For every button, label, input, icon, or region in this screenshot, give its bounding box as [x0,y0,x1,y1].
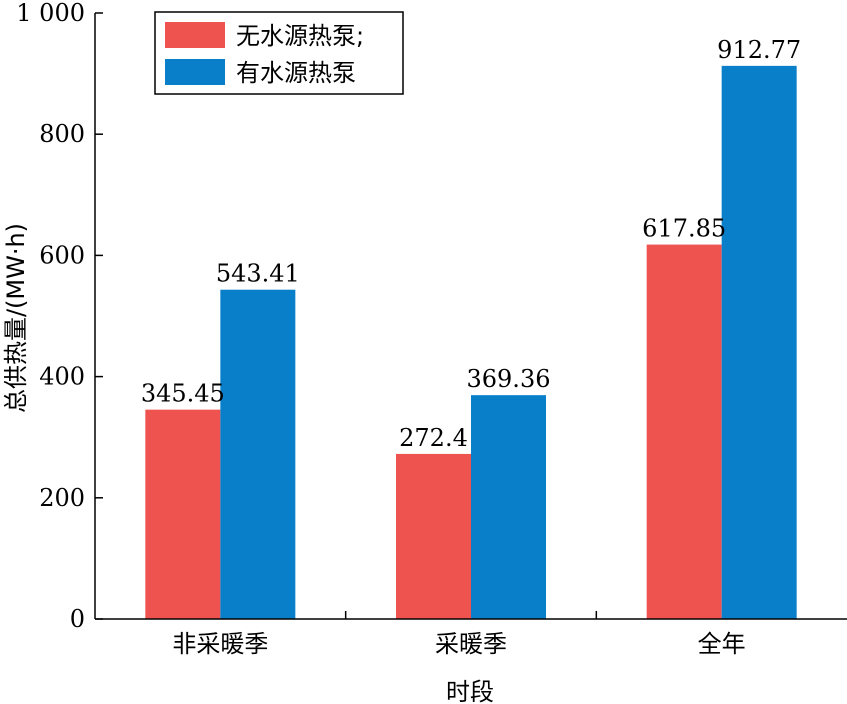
y-tick-label: 800 [39,120,85,148]
bar-with-2 [721,65,797,619]
value-labels: 345.45 543.41 272.4 369.36 617.85 912.77 [141,36,801,452]
x-ticks: 非采暖季 采暖季 全年 [172,611,746,658]
bar-with-1 [471,395,546,619]
bar-with-0 [220,289,296,619]
x-tick-label: 非采暖季 [172,630,268,658]
value-label: 912.77 [717,36,801,64]
y-axis-label: 总供热量/(MW·h) [2,223,30,413]
x-axis-label: 时段 [446,678,494,704]
value-label: 369.36 [467,365,551,393]
value-label: 345.45 [141,380,225,408]
value-label: 543.41 [216,260,300,288]
legend: 无水源热泵; 有水源热泵 [154,11,404,95]
y-tick-label: 400 [39,363,85,391]
bar-without-1 [396,453,471,619]
y-tick-label: 600 [39,241,85,269]
bars [145,65,797,620]
y-tick-label: 1 000 [16,0,85,27]
y-ticks: 0 200 400 600 800 1 000 [16,0,103,633]
y-tick-label: 0 [70,605,85,633]
bar-without-0 [145,409,221,619]
value-label: 272.4 [399,424,468,452]
axes [94,13,847,620]
value-label: 617.85 [642,215,726,243]
x-tick-label: 全年 [698,630,746,658]
legend-label: 无水源热泵; [236,22,364,50]
legend-swatch [165,22,225,48]
legend-swatch [165,59,225,85]
bar-without-2 [646,244,722,620]
x-tick-label: 采暖季 [435,630,507,658]
y-tick-label: 200 [39,484,85,512]
legend-label: 有水源热泵 [236,59,356,87]
